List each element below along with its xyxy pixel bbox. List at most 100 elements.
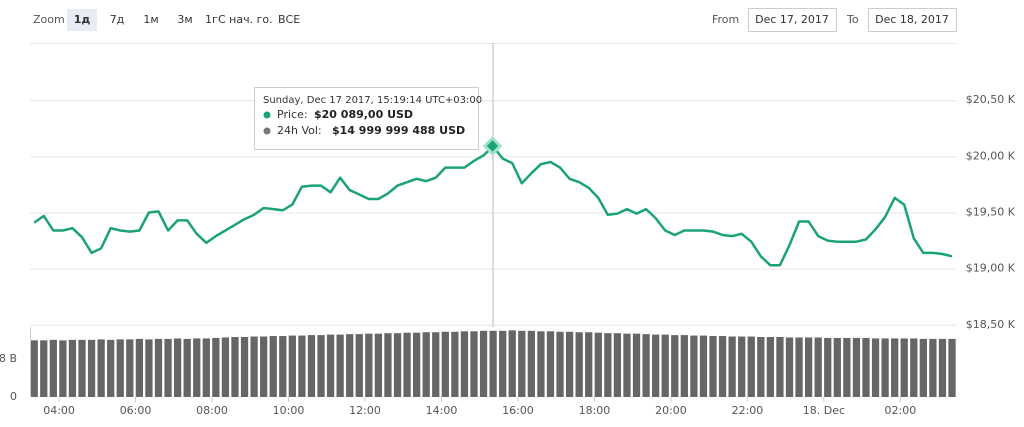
x-tick-label: 18:00 xyxy=(579,404,611,417)
y-tick-label: 0 xyxy=(10,390,17,403)
zoom-button[interactable]: С нач. го. xyxy=(218,13,273,26)
volume-bar xyxy=(824,337,832,397)
volume-bar xyxy=(843,337,851,397)
volume-bar xyxy=(336,334,344,397)
to-label: To xyxy=(846,13,859,26)
volume-bar xyxy=(470,331,478,397)
volume-bar xyxy=(145,339,153,397)
tooltip-vol: $14 999 999 488 USD xyxy=(332,124,465,137)
volume-bar xyxy=(384,333,392,397)
volume-bar xyxy=(929,338,937,397)
x-tick-label: 22:00 xyxy=(732,404,764,417)
volume-bar xyxy=(135,338,144,397)
x-tick-label: 14:00 xyxy=(426,404,458,417)
volume-bar xyxy=(107,339,115,397)
volume-bar xyxy=(757,337,765,397)
zoom-button[interactable]: 1д xyxy=(74,13,91,26)
volume-bar xyxy=(288,335,296,397)
volume-bar xyxy=(221,337,230,397)
tooltip-vol-label: 24h Vol: xyxy=(277,124,322,137)
volume-bar xyxy=(393,333,402,397)
tooltip-dot xyxy=(263,127,271,135)
volume-bar xyxy=(126,339,134,397)
volume-bar xyxy=(240,337,249,397)
volume-bar xyxy=(87,339,96,397)
volume-bar xyxy=(164,338,172,397)
volume-bar xyxy=(422,332,430,397)
volume-bar xyxy=(881,338,889,397)
volume-bar xyxy=(518,330,526,397)
tooltip-price-label: Price: xyxy=(277,108,308,121)
to-input[interactable] xyxy=(868,8,957,32)
y-tick-label: $18,50 K xyxy=(966,318,1016,331)
volume-bar xyxy=(871,338,880,397)
x-tick-label: 08:00 xyxy=(196,404,228,417)
zoom-button[interactable]: 1г xyxy=(205,13,218,26)
to-value[interactable]: Dec 18, 2017 xyxy=(875,13,949,26)
volume-bar xyxy=(173,338,182,397)
y-tick-label: $19,50 K xyxy=(966,206,1016,219)
volume-bar xyxy=(432,332,440,397)
volume-bar xyxy=(30,340,38,397)
volume-bar xyxy=(231,337,239,397)
zoom-button[interactable]: 3м xyxy=(177,13,192,26)
volume-bar xyxy=(900,338,908,397)
volume-bar xyxy=(709,336,717,397)
volume-bar xyxy=(565,331,574,397)
volume-bar xyxy=(365,333,373,397)
volume-bar xyxy=(326,334,335,397)
from-input[interactable] xyxy=(748,8,837,32)
volume-bar xyxy=(317,335,325,397)
volume-bar xyxy=(862,337,870,397)
volume-bar xyxy=(59,340,67,397)
volume-bar xyxy=(575,332,583,397)
zoom-button[interactable]: 7д xyxy=(110,13,125,26)
from-value[interactable]: Dec 17, 2017 xyxy=(755,13,829,26)
zoom-button[interactable]: ВСЕ xyxy=(278,13,300,26)
volume-bar xyxy=(355,334,363,397)
volume-bar xyxy=(202,338,210,397)
volume-bar xyxy=(546,331,555,397)
x-tick-label: 10:00 xyxy=(273,404,305,417)
volume-bar xyxy=(661,334,669,397)
volume-bar xyxy=(212,337,220,397)
volume-bar xyxy=(642,334,650,397)
volume-bar xyxy=(938,338,947,397)
volume-bar xyxy=(499,330,507,397)
volume-bar xyxy=(891,338,899,397)
zoom-button-active[interactable] xyxy=(67,9,97,31)
volume-bar xyxy=(508,330,516,397)
tooltip-dot xyxy=(263,111,271,119)
x-tick-label: 06:00 xyxy=(120,404,152,417)
volume-bar xyxy=(671,335,679,397)
y-tick-label: $20,00 K xyxy=(966,149,1016,162)
volume-bar xyxy=(97,339,105,397)
tooltip-date: Sunday, Dec 17 2017, 15:19:14 UTC+03:00 xyxy=(263,95,482,106)
volume-bar xyxy=(948,338,956,397)
volume-bar xyxy=(307,335,316,397)
zoom-button[interactable]: 1м xyxy=(143,13,158,26)
volume-bar xyxy=(690,335,698,397)
volume-bar xyxy=(718,336,727,397)
volume-bar xyxy=(479,330,488,397)
volume-bar xyxy=(489,330,497,397)
x-tick-label: 20:00 xyxy=(655,404,687,417)
volume-bar xyxy=(279,336,287,397)
x-tick-label: 12:00 xyxy=(349,404,381,417)
volume-bar xyxy=(652,334,660,397)
volume-bar xyxy=(183,338,191,397)
volume-bar xyxy=(527,330,535,397)
volume-bar xyxy=(747,336,755,397)
x-tick-label: 02:00 xyxy=(885,404,917,417)
volume-bar xyxy=(738,336,746,397)
volume-bar xyxy=(594,332,602,397)
volume-bar xyxy=(699,335,708,397)
volume-bar xyxy=(441,331,449,397)
volume-bar xyxy=(585,332,593,397)
tooltip-box xyxy=(254,87,479,150)
volume-bar xyxy=(852,337,861,397)
x-tick-label: 04:00 xyxy=(43,404,75,417)
volume-bar xyxy=(910,338,918,397)
volume-bar xyxy=(785,337,794,397)
volume-bar xyxy=(260,336,268,397)
